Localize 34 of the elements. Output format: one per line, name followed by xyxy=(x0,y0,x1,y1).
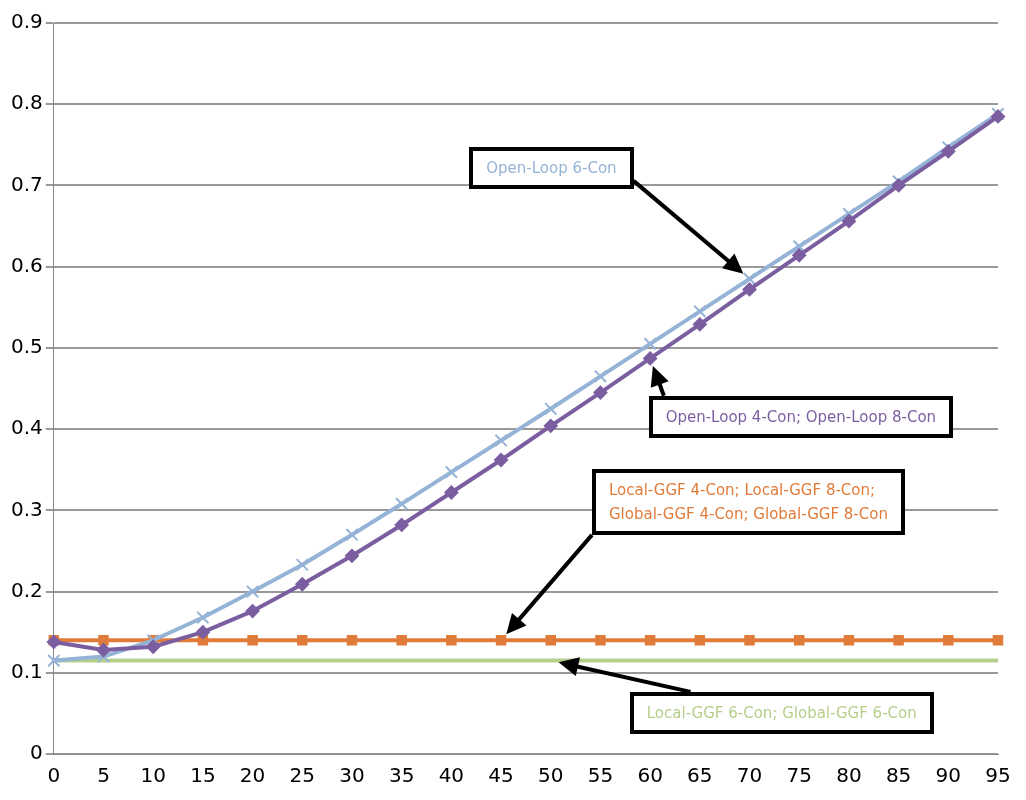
y-tick-label: 0.3 xyxy=(10,496,43,521)
x-tick-label: 30 xyxy=(339,763,365,788)
x-tick-label: 15 xyxy=(190,763,216,788)
x-tick-label: 40 xyxy=(438,763,465,788)
x-tick-label: 85 xyxy=(885,763,912,788)
x-tick-label: 25 xyxy=(289,763,316,788)
y-tick-label: 0.2 xyxy=(10,577,43,602)
y-tick-label: 0.6 xyxy=(10,252,43,277)
y-tick-label: 0 xyxy=(30,740,43,765)
text: Open-Loop 4-Con; Open-Loop 8-Con xyxy=(665,406,937,428)
x-tick-label: 50 xyxy=(538,763,564,788)
x-tick-label: 70 xyxy=(736,763,763,788)
x-tick-label: 90 xyxy=(935,763,962,788)
y-tick-label: 0.4 xyxy=(10,415,43,440)
x-tick-label: 45 xyxy=(488,763,514,788)
y-tick-label: 0.5 xyxy=(10,334,43,359)
x-tick-label: 95 xyxy=(985,763,1011,788)
x-tick-label: 20 xyxy=(239,763,266,788)
y-tick-label: 0.1 xyxy=(10,658,43,683)
x-tick-label: 60 xyxy=(637,763,663,788)
x-tick-label: 10 xyxy=(140,763,166,788)
x-tick-label: 0 xyxy=(47,763,61,788)
x-tick-label: 35 xyxy=(388,763,415,788)
y-tick-label: 0.8 xyxy=(10,90,43,115)
text: Open-Loop 6-Con xyxy=(486,158,617,180)
text: Local-GGF 4-Con; Local-GGF 8-Con; Global-GGF 4-Con; Global-GGF 8-Con xyxy=(608,479,888,525)
x-tick-label: 65 xyxy=(687,763,713,788)
x-tick-label: 75 xyxy=(786,763,812,788)
x-tick-label: 80 xyxy=(836,763,862,788)
text: Local-GGF 6-Con; Global-GGF 6-Con xyxy=(646,702,917,724)
x-tick-label: 55 xyxy=(587,763,614,788)
y-tick-label: 0.7 xyxy=(10,171,43,196)
x-tick-label: 5 xyxy=(97,763,110,788)
y-tick-label: 0.9 xyxy=(10,9,43,34)
